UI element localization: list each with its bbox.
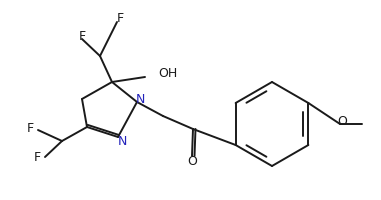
Text: N: N <box>135 93 145 106</box>
Text: OH: OH <box>158 67 177 80</box>
Text: O: O <box>337 115 347 128</box>
Text: F: F <box>78 29 86 42</box>
Text: F: F <box>26 121 34 134</box>
Text: F: F <box>34 151 40 164</box>
Text: O: O <box>187 155 197 168</box>
Text: F: F <box>117 11 123 24</box>
Text: N: N <box>117 135 127 148</box>
